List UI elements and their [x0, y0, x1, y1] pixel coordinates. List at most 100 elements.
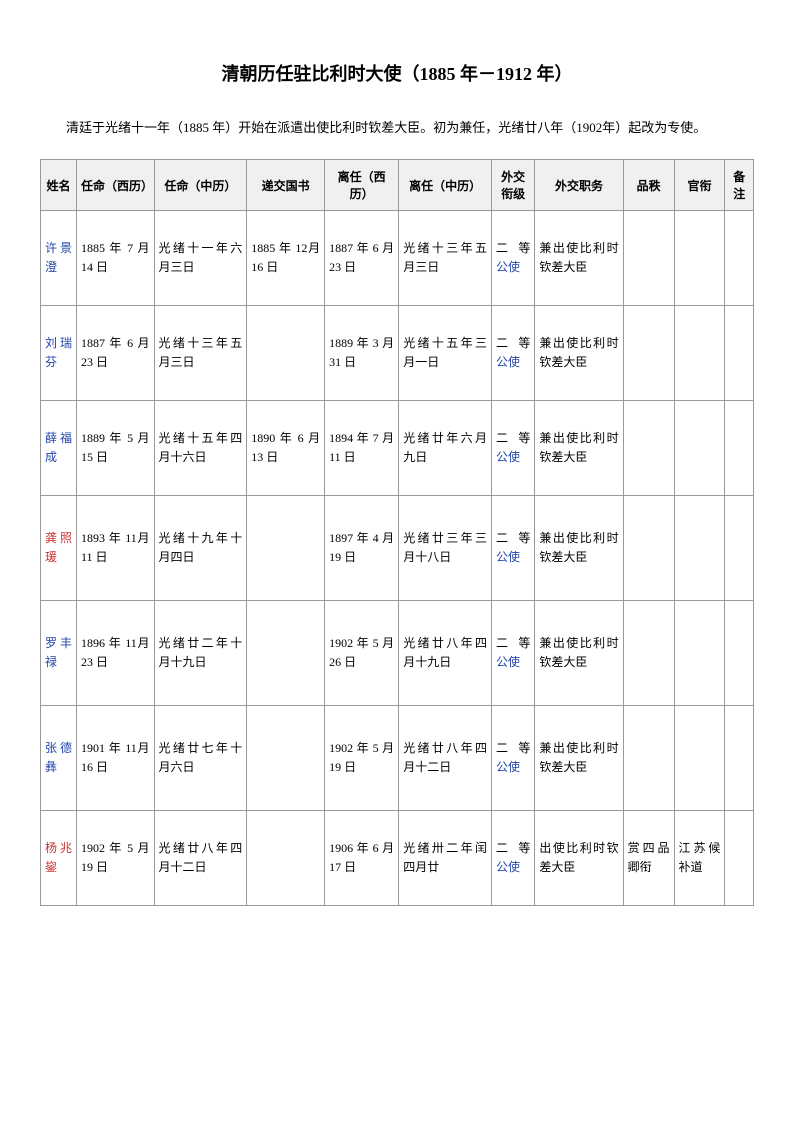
- cell-credentials: [247, 811, 325, 906]
- col-note: 备注: [725, 160, 754, 211]
- cell-credentials: [247, 706, 325, 811]
- cell-pinzhi: 赏四品卿衔: [623, 811, 674, 906]
- cell-credentials: 1885 年 12月 16 日: [247, 211, 325, 306]
- cell-duty: 出使比利时钦差大臣: [535, 811, 623, 906]
- cell-appoint-ch: 光绪廿七年十月六日: [154, 706, 247, 811]
- cell-appoint-west: 1896 年 11月 23 日: [76, 601, 154, 706]
- cell-appoint-ch: 光绪十一年六月三日: [154, 211, 247, 306]
- cell-appoint-west: 1901 年 11月 16 日: [76, 706, 154, 811]
- cell-note: [725, 211, 754, 306]
- cell-credentials: [247, 306, 325, 401]
- cell-title: [674, 706, 725, 811]
- rank-link[interactable]: 公使: [496, 260, 520, 274]
- cell-appoint-west: 1885 年 7 月14 日: [76, 211, 154, 306]
- cell-duty: 兼出使比利时钦差大臣: [535, 496, 623, 601]
- ambassador-name-link[interactable]: 龚照瑗: [45, 531, 72, 564]
- ambassador-name-link[interactable]: 张德彝: [45, 741, 72, 774]
- cell-note: [725, 811, 754, 906]
- cell-leave-ch: 光绪十三年五月三日: [399, 211, 492, 306]
- col-appoint-ch: 任命（中历）: [154, 160, 247, 211]
- cell-appoint-ch: 光绪廿八年四月十二日: [154, 811, 247, 906]
- cell-rank: 二等公使: [491, 306, 534, 401]
- rank-link[interactable]: 公使: [496, 550, 520, 564]
- cell-rank: 二等公使: [491, 211, 534, 306]
- cell-leave-west: 1906 年 6 月17 日: [325, 811, 399, 906]
- table-body: 许景澄1885 年 7 月14 日光绪十一年六月三日1885 年 12月 16 …: [41, 211, 754, 906]
- rank-link[interactable]: 公使: [496, 450, 520, 464]
- table-row: 龚照瑗1893 年 11月 11 日光绪十九年十月四日 1897 年 4 月19 …: [41, 496, 754, 601]
- cell-leave-ch: 光绪廿八年四月十九日: [399, 601, 492, 706]
- cell-appoint-ch: 光绪廿二年十月十九日: [154, 601, 247, 706]
- ambassador-name-link[interactable]: 杨兆鋆: [45, 841, 72, 874]
- rank-link[interactable]: 公使: [496, 355, 520, 369]
- ambassador-name-link[interactable]: 罗丰禄: [45, 636, 72, 669]
- cell-name: 张德彝: [41, 706, 77, 811]
- cell-appoint-west: 1902 年 5 月19 日: [76, 811, 154, 906]
- cell-leave-west: 1894 年 7 月11 日: [325, 401, 399, 496]
- cell-appoint-west: 1887 年 6 月23 日: [76, 306, 154, 401]
- cell-leave-ch: 光绪廿三年三月十八日: [399, 496, 492, 601]
- rank-link[interactable]: 公使: [496, 860, 520, 874]
- cell-name: 刘瑞芬: [41, 306, 77, 401]
- table-row: 罗丰禄1896 年 11月 23 日光绪廿二年十月十九日 1902 年 5 月26…: [41, 601, 754, 706]
- col-appoint-west: 任命（西历）: [76, 160, 154, 211]
- cell-leave-west: 1902 年 5 月19 日: [325, 706, 399, 811]
- cell-credentials: [247, 601, 325, 706]
- cell-duty: 兼出使比利时钦差大臣: [535, 706, 623, 811]
- cell-note: [725, 306, 754, 401]
- cell-appoint-west: 1893 年 11月 11 日: [76, 496, 154, 601]
- cell-rank: 二等公使: [491, 401, 534, 496]
- ambassador-name-link[interactable]: 刘瑞芬: [45, 336, 72, 369]
- rank-link[interactable]: 公使: [496, 655, 520, 669]
- table-row: 杨兆鋆1902 年 5 月19 日光绪廿八年四月十二日 1906 年 6 月17 …: [41, 811, 754, 906]
- cell-leave-ch: 光绪廿八年四月十二日: [399, 706, 492, 811]
- page-title: 清朝历任驻比利时大使（1885 年－1912 年）: [40, 60, 754, 86]
- col-title: 官衔: [674, 160, 725, 211]
- cell-note: [725, 401, 754, 496]
- cell-rank: 二等公使: [491, 706, 534, 811]
- cell-duty: 兼出使比利时钦差大臣: [535, 306, 623, 401]
- cell-note: [725, 496, 754, 601]
- rank-link[interactable]: 公使: [496, 760, 520, 774]
- cell-pinzhi: [623, 496, 674, 601]
- cell-leave-ch: 光绪廿年六月九日: [399, 401, 492, 496]
- cell-leave-ch: 光绪十五年三月一日: [399, 306, 492, 401]
- col-name: 姓名: [41, 160, 77, 211]
- cell-name: 杨兆鋆: [41, 811, 77, 906]
- cell-leave-west: 1897 年 4 月19 日: [325, 496, 399, 601]
- cell-note: [725, 601, 754, 706]
- cell-pinzhi: [623, 706, 674, 811]
- cell-name: 龚照瑗: [41, 496, 77, 601]
- cell-leave-west: 1887 年 6 月23 日: [325, 211, 399, 306]
- table-header-row: 姓名 任命（西历） 任命（中历） 递交国书 离任（西历） 离任（中历） 外交衔级…: [41, 160, 754, 211]
- cell-pinzhi: [623, 401, 674, 496]
- cell-appoint-ch: 光绪十五年四月十六日: [154, 401, 247, 496]
- table-row: 许景澄1885 年 7 月14 日光绪十一年六月三日1885 年 12月 16 …: [41, 211, 754, 306]
- col-leave-west: 离任（西历）: [325, 160, 399, 211]
- ambassadors-table: 姓名 任命（西历） 任命（中历） 递交国书 离任（西历） 离任（中历） 外交衔级…: [40, 159, 754, 906]
- cell-name: 罗丰禄: [41, 601, 77, 706]
- ambassador-name-link[interactable]: 薛福成: [45, 431, 72, 464]
- cell-rank: 二等公使: [491, 496, 534, 601]
- cell-appoint-west: 1889 年 5 月15 日: [76, 401, 154, 496]
- col-credentials: 递交国书: [247, 160, 325, 211]
- cell-appoint-ch: 光绪十三年五月三日: [154, 306, 247, 401]
- cell-pinzhi: [623, 306, 674, 401]
- intro-paragraph: 清廷于光绪十一年（1885 年）开始在派遣出使比利时钦差大臣。初为兼任，光绪廿八…: [40, 116, 754, 139]
- col-leave-ch: 离任（中历）: [399, 160, 492, 211]
- cell-appoint-ch: 光绪十九年十月四日: [154, 496, 247, 601]
- table-row: 刘瑞芬1887 年 6 月23 日光绪十三年五月三日1889 年 3 月31 日…: [41, 306, 754, 401]
- cell-credentials: 1890 年 6 月13 日: [247, 401, 325, 496]
- cell-note: [725, 706, 754, 811]
- cell-leave-west: 1902 年 5 月26 日: [325, 601, 399, 706]
- table-row: 张德彝1901 年 11月 16 日光绪廿七年十月六日 1902 年 5 月19 …: [41, 706, 754, 811]
- cell-name: 许景澄: [41, 211, 77, 306]
- col-pinzhi: 品秩: [623, 160, 674, 211]
- cell-duty: 兼出使比利时钦差大臣: [535, 601, 623, 706]
- cell-duty: 兼出使比利时钦差大臣: [535, 401, 623, 496]
- cell-duty: 兼出使比利时钦差大臣: [535, 211, 623, 306]
- ambassador-name-link[interactable]: 许景澄: [45, 241, 72, 274]
- col-rank: 外交衔级: [491, 160, 534, 211]
- cell-pinzhi: [623, 601, 674, 706]
- cell-title: [674, 401, 725, 496]
